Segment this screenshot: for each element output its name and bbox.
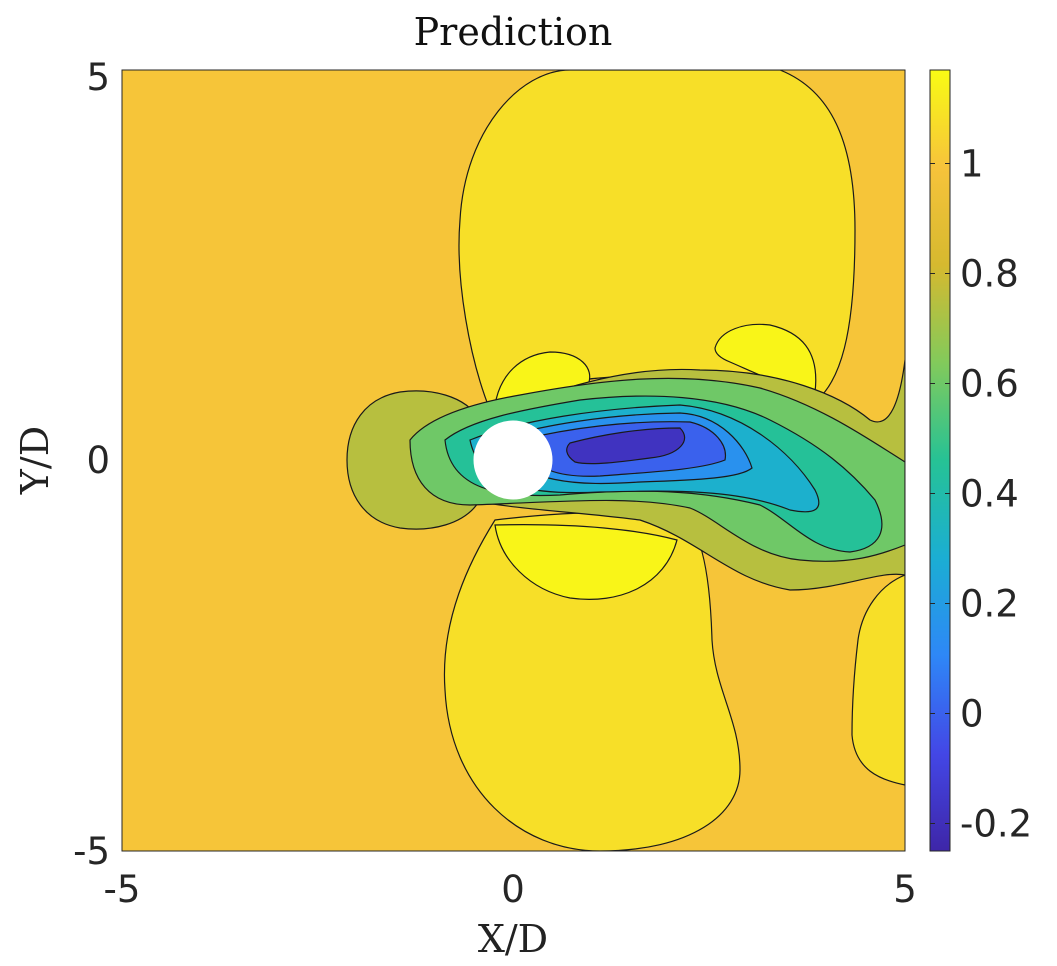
colorbar-ticks: -0.2 0 0.2 0.4 0.6 0.8 1: [930, 143, 1032, 846]
colorbar-tick-label: 0.6: [960, 363, 1019, 406]
y-axis-label: Y/D: [13, 426, 57, 495]
colorbar-tick-label: 1: [960, 143, 984, 186]
colorbar: [929, 69, 951, 852]
y-tick-label: 5: [86, 56, 110, 99]
y-tick-label: -5: [73, 830, 110, 873]
x-axis-label: X/D: [478, 917, 548, 961]
wake-core-region: [566, 427, 686, 465]
colorbar-tick-label: 0.2: [960, 583, 1019, 626]
plot-area: [122, 70, 905, 851]
colorbar-tick-label: -0.2: [960, 803, 1032, 846]
y-tick-label: 0: [86, 439, 110, 482]
x-tick-label: 5: [893, 868, 917, 911]
lower-peak-region: [494, 524, 678, 600]
x-tick-label: 0: [501, 868, 525, 911]
axes-frame: [121, 69, 906, 852]
colorbar-tick-label: 0.8: [960, 253, 1019, 296]
x-tick-label: -5: [104, 868, 141, 911]
colorbar-tick-label: 0.4: [960, 473, 1019, 516]
bottom-right-high-region: [851, 574, 905, 786]
colorbar-tick-label: 0: [960, 693, 984, 736]
cylinder: [473, 420, 553, 500]
chart-title: Prediction: [414, 10, 613, 54]
